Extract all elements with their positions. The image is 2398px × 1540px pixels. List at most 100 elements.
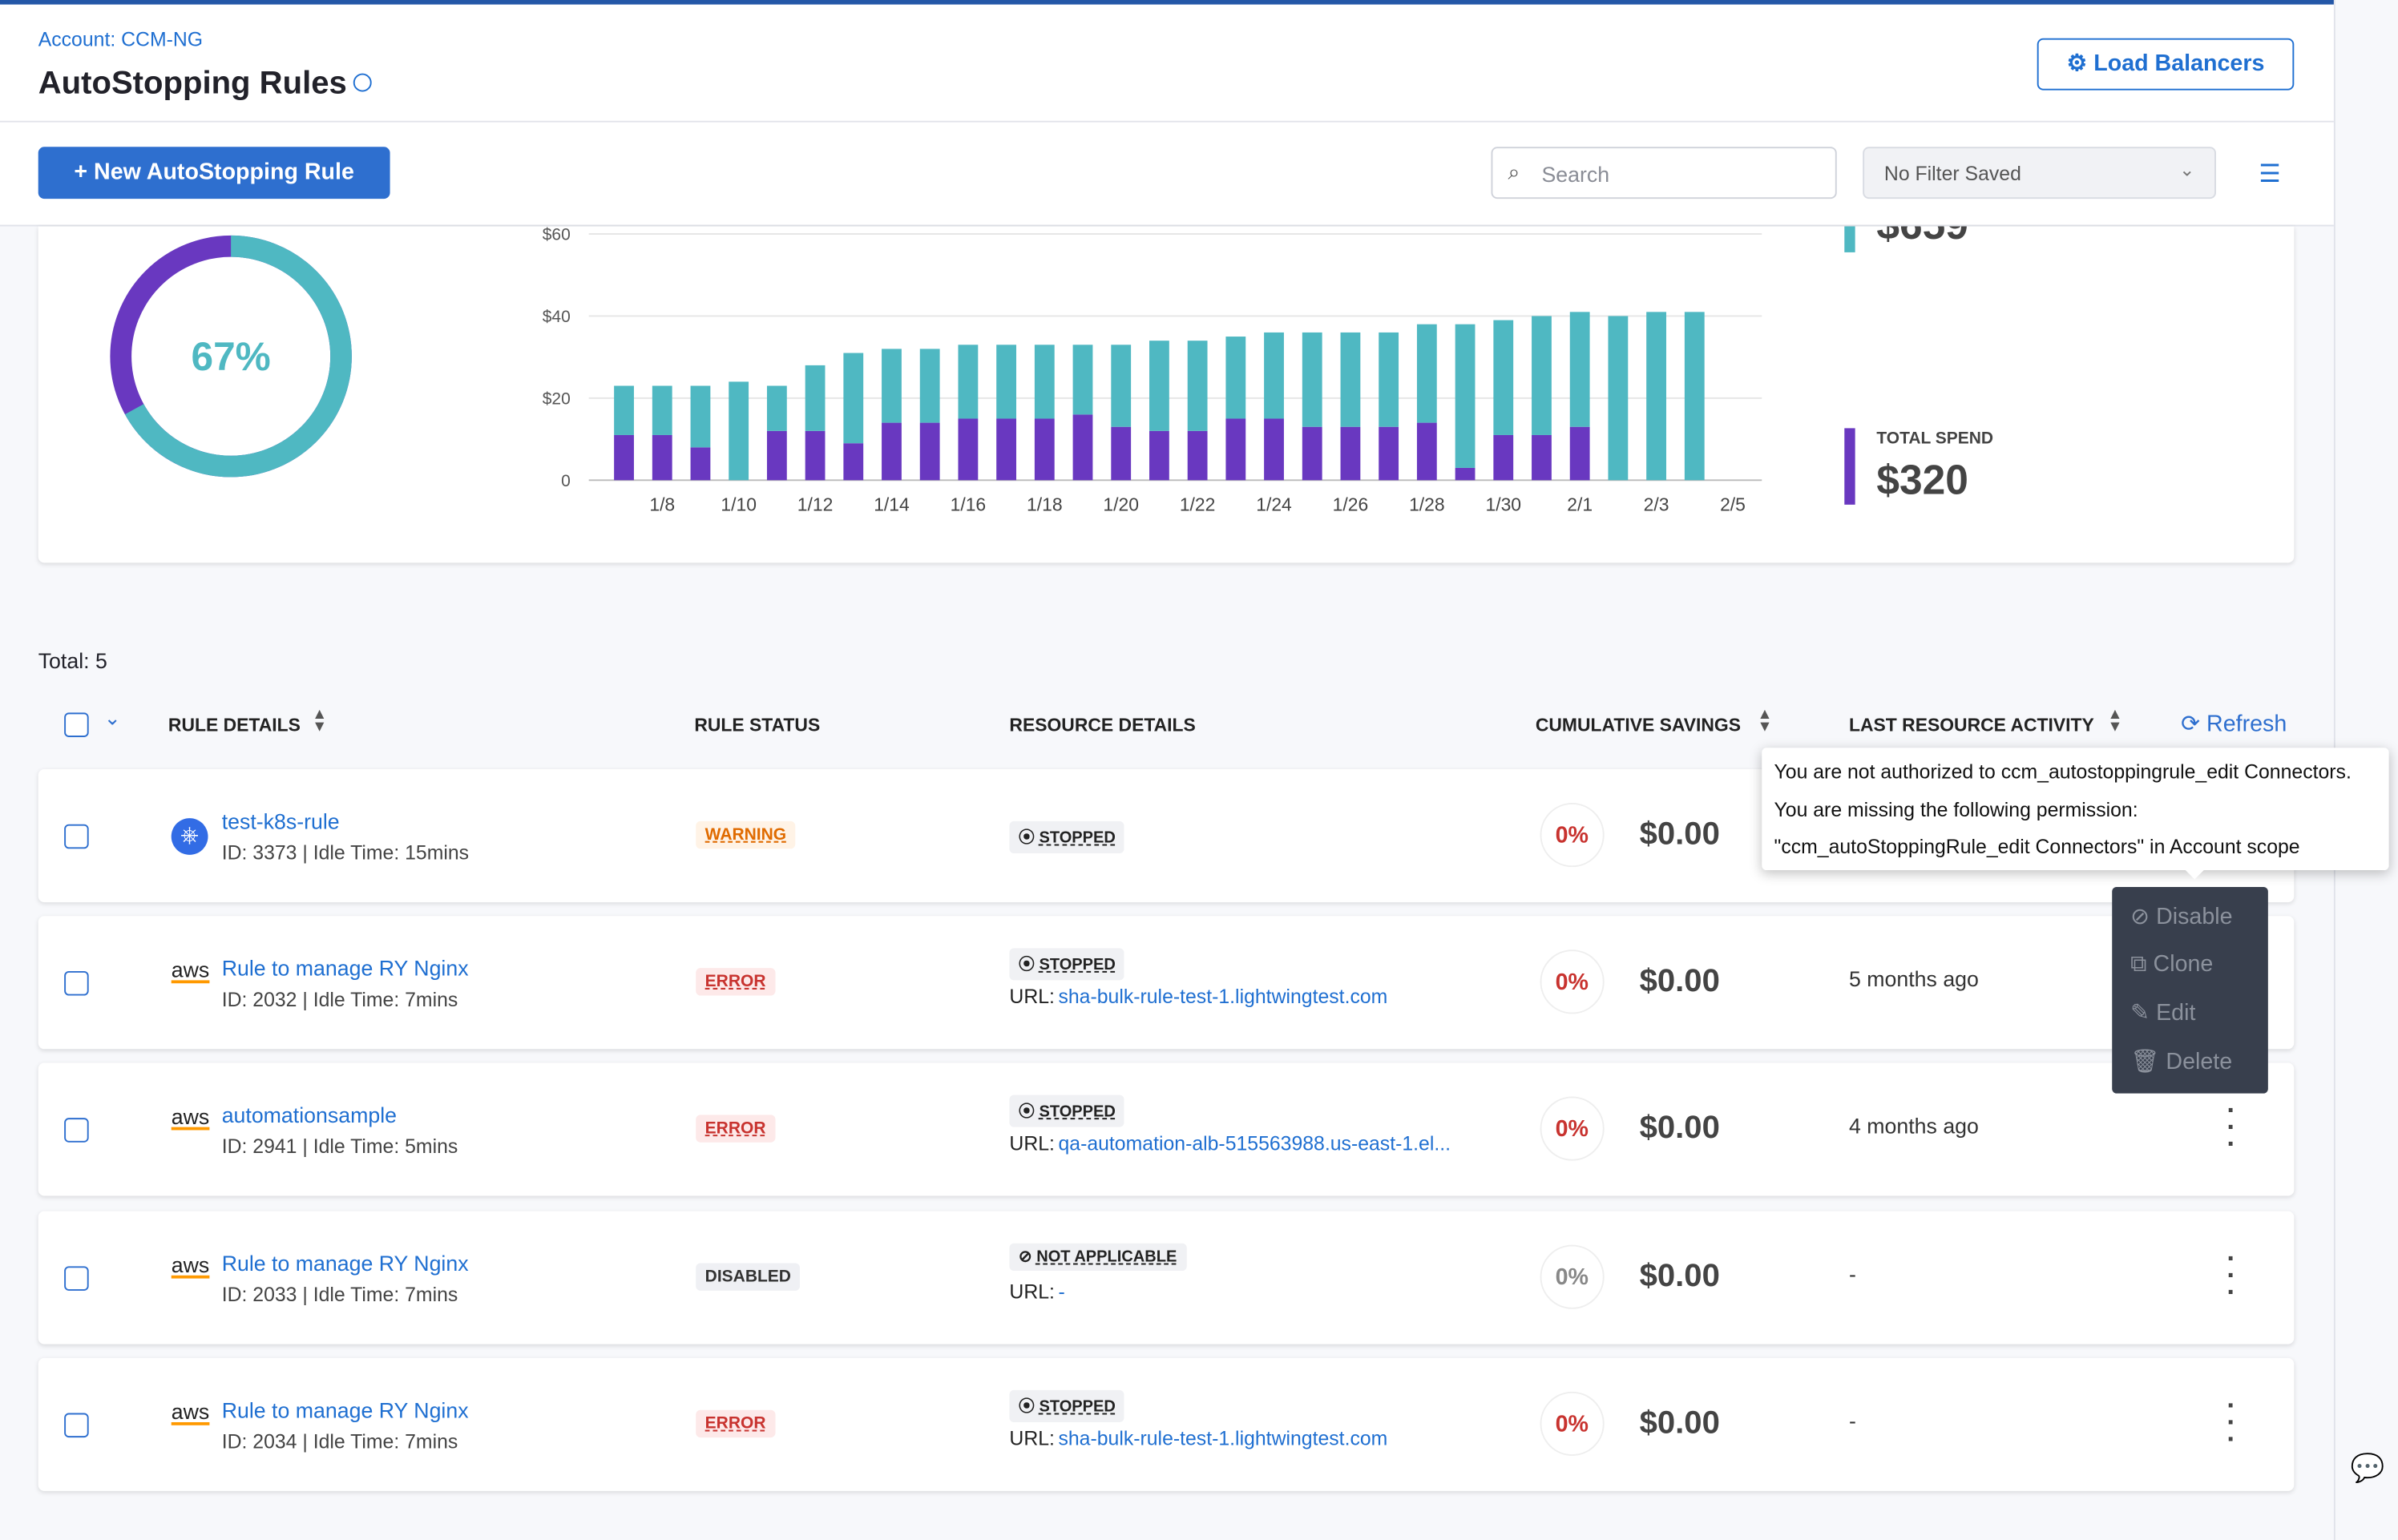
row-menu[interactable]: · · · xyxy=(2226,1389,2236,1455)
savings-ring xyxy=(1540,1391,1605,1456)
menu-label: Edit xyxy=(2156,1000,2196,1026)
filter-settings-icon[interactable]: ☰ xyxy=(2259,162,2281,188)
menu-icon: ⊘ xyxy=(2130,903,2157,930)
refresh-label: Refresh xyxy=(2206,711,2287,737)
rule-name[interactable]: automationsample xyxy=(221,1103,397,1127)
rule-name[interactable]: Rule to manage RY Nginx xyxy=(221,1251,469,1276)
search-input[interactable]: ⌕ Search xyxy=(1491,147,1837,200)
bar-segment xyxy=(652,385,672,435)
total-count: Total: 5 xyxy=(38,648,107,673)
button-label: Load Balancers xyxy=(2093,50,2265,77)
bar-segment xyxy=(805,430,826,481)
row-menu[interactable]: · · · xyxy=(2226,1095,2236,1159)
bar-segment xyxy=(766,385,787,431)
bar-segment xyxy=(1264,418,1284,481)
rule-name[interactable]: test-k8s-rule xyxy=(221,808,340,834)
rule-status: ERROR xyxy=(696,1115,775,1143)
last-activity: - xyxy=(1849,1261,1856,1287)
info-icon[interactable] xyxy=(353,73,372,92)
last-activity: 4 months ago xyxy=(1849,1113,1979,1138)
menu-label: Disable xyxy=(2156,903,2233,930)
row-menu[interactable]: · · · xyxy=(2226,1243,2236,1308)
url-link[interactable]: sha-bulk-rule-test-1.lightwingtest.com xyxy=(1058,985,1388,1008)
rule-name[interactable]: Rule to manage RY Nginx xyxy=(221,1397,469,1422)
x-tick-label: 1/24 xyxy=(1256,494,1292,514)
tooltip-line: You are not authorized to ccm_autostoppi… xyxy=(1774,760,2352,784)
x-tick-label: 1/22 xyxy=(1180,494,1216,514)
bar-segment xyxy=(1340,426,1361,481)
x-tick-label: 1/26 xyxy=(1333,494,1369,514)
filter-select[interactable]: No Filter Saved ⌄ xyxy=(1863,147,2216,200)
url-label: URL: xyxy=(1009,985,1055,1008)
refresh-button[interactable]: ⟳ Refresh xyxy=(2181,710,2287,737)
url-link[interactable]: qa-automation-alb-515563988.us-east-1.el… xyxy=(1058,1131,1451,1155)
plus-icon: + xyxy=(74,159,95,185)
savings-ring xyxy=(1540,1244,1605,1309)
bar-segment xyxy=(996,418,1016,481)
chat-icon[interactable]: 💬 xyxy=(2350,1453,2385,1484)
x-tick-label: 1/18 xyxy=(1027,494,1063,514)
row-checkbox[interactable] xyxy=(64,1118,89,1143)
bar-segment xyxy=(1225,418,1246,481)
row-checkbox[interactable] xyxy=(64,1413,89,1438)
savings-ring xyxy=(1540,803,1605,868)
row-card xyxy=(38,1357,2295,1491)
sort-icon[interactable]: ▲ ▼ xyxy=(2107,706,2123,736)
menu-item[interactable]: ⧉ Clone xyxy=(2130,950,2213,976)
search-placeholder: Search xyxy=(1541,162,1610,187)
menu-item[interactable]: ✎ Edit xyxy=(2130,998,2195,1026)
bar-segment xyxy=(1072,345,1093,415)
button-label: New AutoStopping Rule xyxy=(94,159,354,185)
menu-item[interactable]: ⊘ Disable xyxy=(2130,902,2232,929)
bar-segment xyxy=(1493,434,1514,481)
rule-status: ERROR xyxy=(696,1409,775,1438)
sort-icon[interactable]: ▲ ▼ xyxy=(312,706,328,736)
bar-segment xyxy=(1532,316,1552,435)
bar-segment xyxy=(996,345,1016,419)
column-header: LAST RESOURCE ACTIVITY xyxy=(1849,714,2094,736)
bar-segment xyxy=(1149,341,1169,431)
y-tick-label: $60 xyxy=(543,226,571,244)
bar-segment xyxy=(652,434,672,481)
url-link[interactable]: sha-bulk-rule-test-1.lightwingtest.com xyxy=(1058,1426,1388,1450)
action-menu: ⊘ Disable ⧉ Clone ✎ Edit 🗑 Delete xyxy=(2112,886,2268,1094)
row-checkbox[interactable] xyxy=(64,970,89,996)
row-checkbox[interactable] xyxy=(64,1266,89,1291)
bar-segment xyxy=(882,422,902,481)
header-chevron[interactable]: ⌄ xyxy=(103,706,121,730)
total-spend-label: TOTAL SPEND xyxy=(1876,429,1993,447)
rule-status: ERROR xyxy=(696,968,775,996)
bar-segment xyxy=(1225,337,1246,419)
x-tick-label: 1/28 xyxy=(1409,494,1445,514)
x-tick-label: 2/5 xyxy=(1720,494,1746,514)
legend-swatch xyxy=(1844,226,1855,252)
provider-icon: aws xyxy=(171,1104,210,1131)
menu-item[interactable]: 🗑 Delete xyxy=(2130,1046,2232,1074)
chevron: ⌄ xyxy=(2179,159,2195,181)
bar-segment xyxy=(1187,341,1208,431)
rule-status: WARNING xyxy=(696,820,796,849)
new-rule-button[interactable]: + New AutoStopping Rule xyxy=(38,147,390,200)
account-link[interactable]: Account: CCM-NG xyxy=(38,27,204,50)
bar-segment xyxy=(1455,324,1476,468)
x-tick-label: 1/30 xyxy=(1485,494,1521,514)
bar-segment xyxy=(1569,312,1590,427)
tooltip-line: You are missing the following permission… xyxy=(1774,797,2138,820)
column-header: RESOURCE DETAILS xyxy=(1009,714,1196,736)
url-link[interactable]: - xyxy=(1058,1280,1065,1304)
rule-details: ID: 3373 | Idle Time: 15mins xyxy=(221,841,470,865)
savings-percent: 0% xyxy=(1555,1264,1589,1291)
load-balancers-button[interactable]: ⚙ Load Balancers xyxy=(2037,38,2295,91)
sort-icon[interactable]: ▲ ▼ xyxy=(1757,706,1773,736)
donut-arc xyxy=(110,235,352,478)
rule-name[interactable]: Rule to manage RY Nginx xyxy=(221,955,469,981)
provider-icon: aws xyxy=(171,957,210,984)
row-checkbox[interactable] xyxy=(64,824,89,849)
filter-label: No Filter Saved xyxy=(1883,162,2021,185)
provider-icon: aws xyxy=(171,1399,210,1425)
bar-segment xyxy=(1072,414,1093,481)
header-checkbox[interactable] xyxy=(64,712,89,737)
savings-percent: 0% xyxy=(1555,970,1589,996)
bar-segment xyxy=(690,385,711,448)
total-spend: $320 xyxy=(1876,456,1968,502)
